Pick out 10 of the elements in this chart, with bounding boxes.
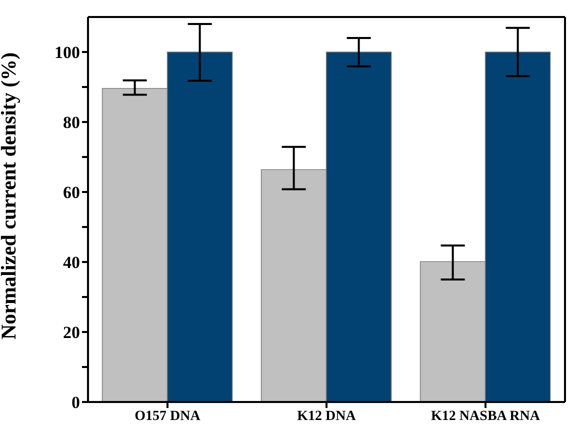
y-tick-label: 40 [63,253,80,272]
x-tick-label: O157 DNA [134,408,202,424]
y-tick-label: 20 [63,323,80,342]
y-tick-label: 60 [63,183,80,202]
x-tick-label: K12 DNA [297,408,357,424]
y-tick-label: 80 [63,113,80,132]
y-axis-title: Normalized current density (%) [0,52,20,340]
y-tick-label: 0 [72,393,80,412]
y-tick-label: 100 [54,43,80,62]
x-tick-label: K12 NASBA RNA [431,408,541,424]
